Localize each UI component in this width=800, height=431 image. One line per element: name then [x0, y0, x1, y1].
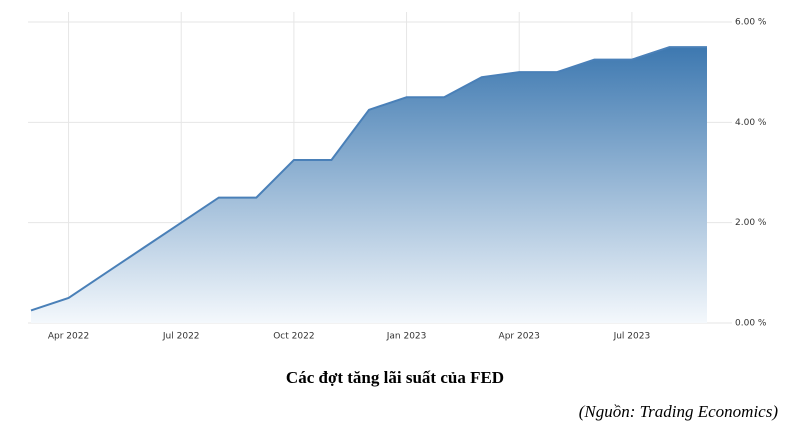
- y-tick-label: 6.00 %: [735, 18, 767, 28]
- area-fill: [31, 47, 707, 323]
- x-tick-label: Oct 2022: [273, 332, 314, 342]
- x-tick-label: Apr 2022: [48, 332, 89, 342]
- x-tick-label: Apr 2023: [499, 332, 540, 342]
- y-tick-label: 4.00 %: [735, 118, 767, 128]
- source-note: (Nguồn: Trading Economics): [579, 402, 779, 421]
- x-tick-label: Jan 2023: [386, 332, 427, 342]
- area-line: [30, 46, 707, 312]
- x-tick-label: Jul 2023: [613, 332, 651, 342]
- y-tick-label: 2.00 %: [735, 218, 767, 228]
- y-tick-label: 0.00 %: [735, 319, 767, 329]
- chart-title: Các đợt tăng lãi suất của FED: [286, 368, 504, 387]
- x-tick-label: Jul 2022: [162, 332, 200, 342]
